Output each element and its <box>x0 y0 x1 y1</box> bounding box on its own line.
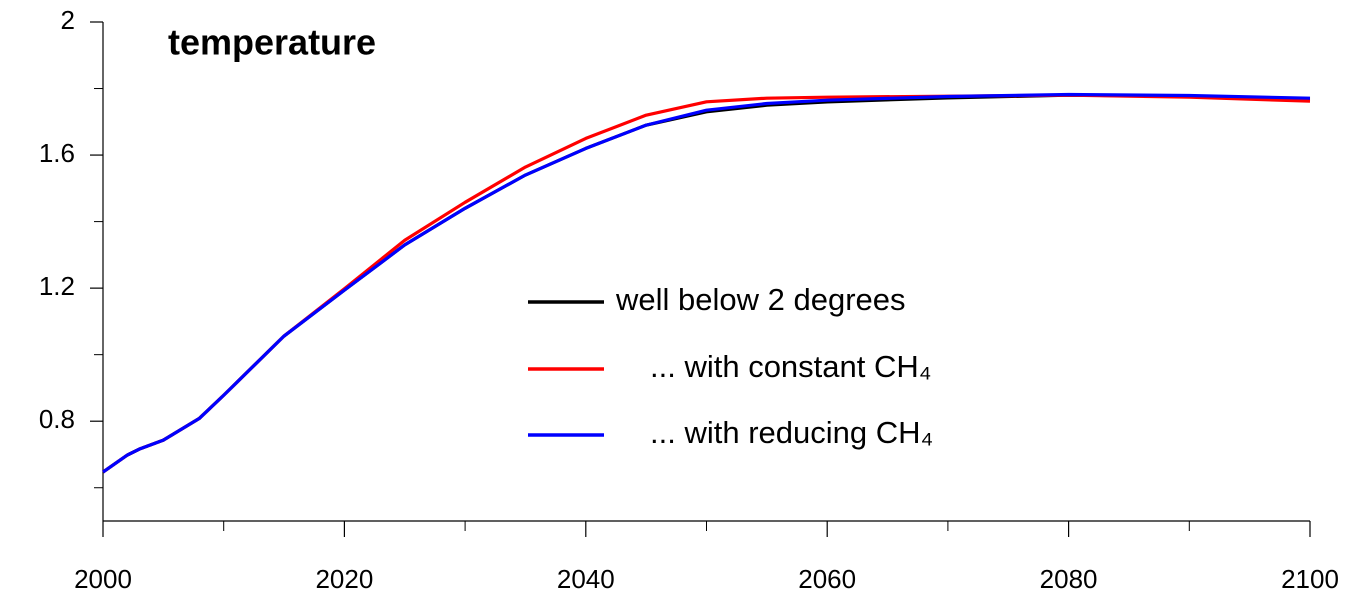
y-tick-label: 1.6 <box>39 138 75 168</box>
x-tick-label: 2000 <box>74 564 132 594</box>
x-tick-label: 2020 <box>315 564 373 594</box>
legend-label: well below 2 degrees <box>615 282 906 317</box>
x-tick-label: 2060 <box>798 564 856 594</box>
series-line <box>102 92 1311 474</box>
chart-title: temperature <box>168 22 376 63</box>
y-tick-label: 1.2 <box>39 271 75 301</box>
legend-label: ... with constant CH₄ <box>650 349 931 384</box>
legend-label: ... with reducing CH₄ <box>650 415 933 450</box>
y-tick-label: 0.8 <box>39 404 75 434</box>
x-tick-label: 2040 <box>557 564 615 594</box>
x-tick-label: 2100 <box>1281 564 1339 594</box>
x-tick-label: 2080 <box>1040 564 1098 594</box>
y-tick-label: 2 <box>61 5 75 35</box>
